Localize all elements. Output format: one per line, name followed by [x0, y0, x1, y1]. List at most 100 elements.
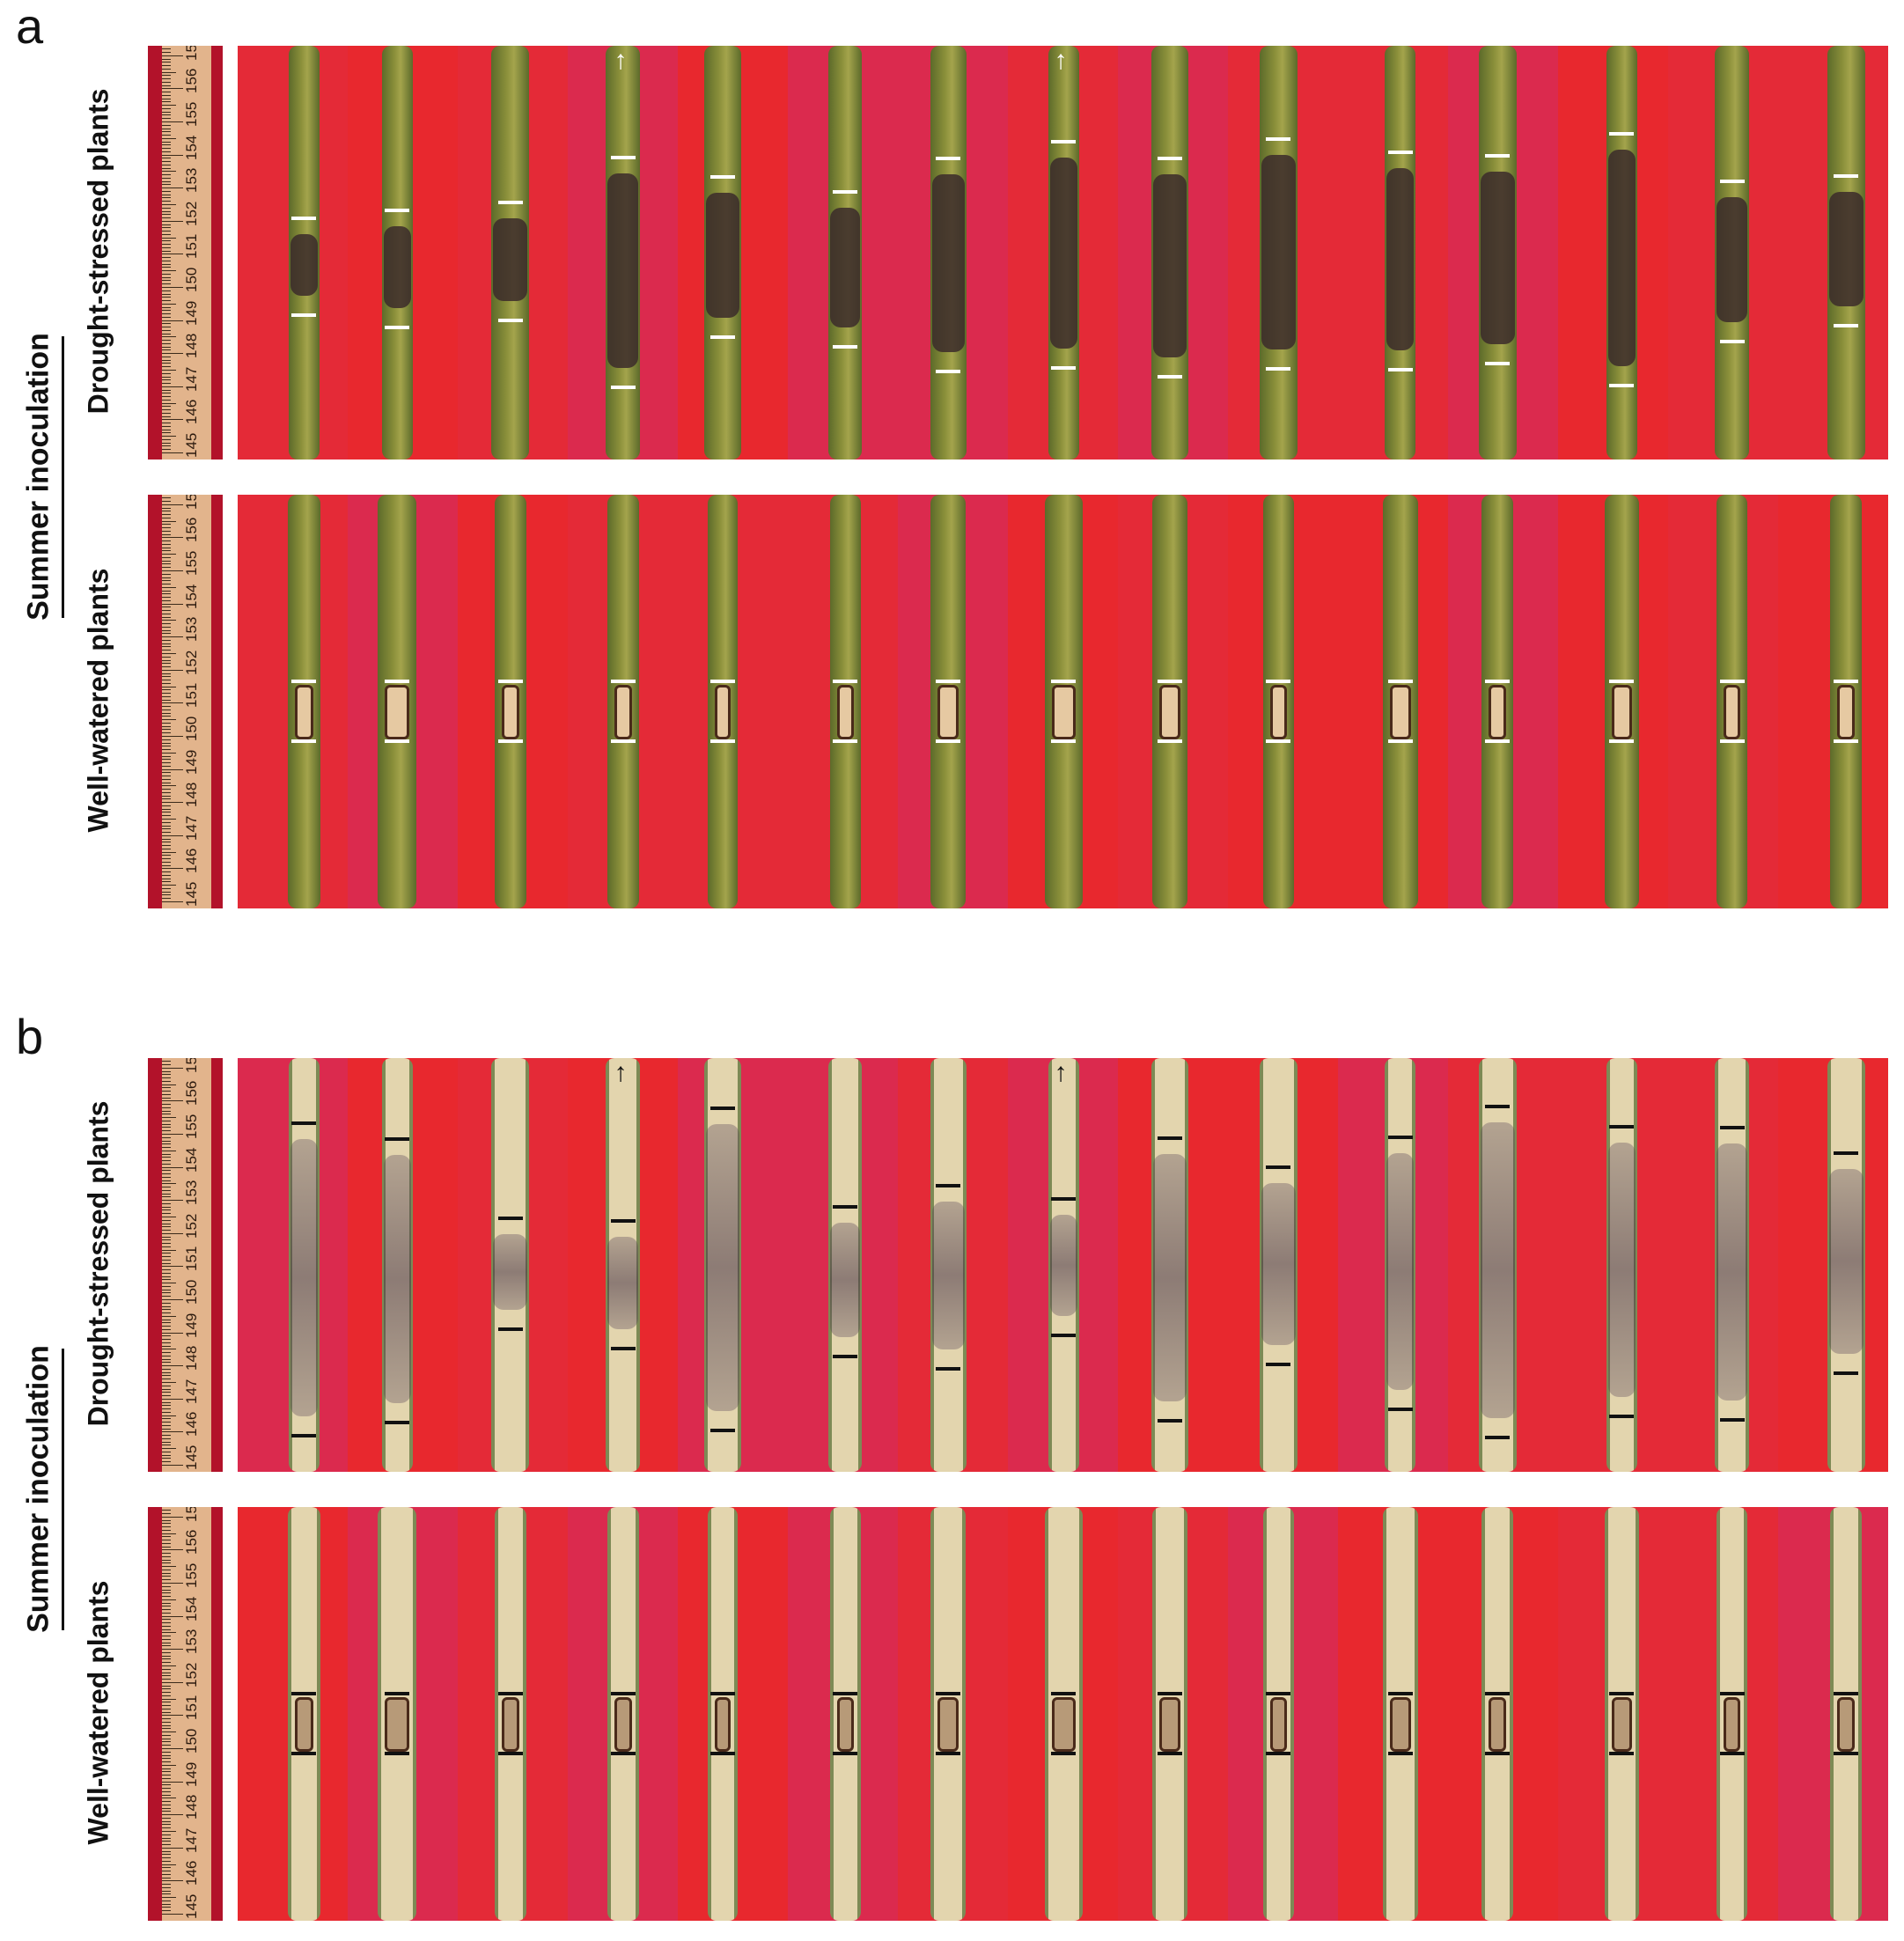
- lesion-boundary-mark: [1834, 1752, 1859, 1756]
- lesion-boundary-mark: [1051, 1333, 1077, 1337]
- stem: [1478, 46, 1517, 460]
- ruler-tick: [162, 656, 171, 658]
- ruler-tick: [162, 650, 171, 651]
- ruler-tick: [162, 1200, 183, 1202]
- ruler-tick: [162, 333, 171, 335]
- ruler-tick: [162, 570, 183, 571]
- lesion-boundary-mark: [1485, 1752, 1511, 1756]
- ruler-tick: [162, 851, 176, 853]
- ruler-tick: [162, 821, 171, 823]
- ruler-tick: [162, 1526, 171, 1528]
- ruler-tick: [162, 1745, 171, 1746]
- ruler-tick: [162, 94, 171, 96]
- stem: [1606, 46, 1637, 460]
- inoculation-wound: [1389, 1697, 1411, 1753]
- lesion-boundary-mark: [1609, 383, 1635, 387]
- ruler-tick: [162, 1093, 171, 1095]
- lesion-boundary-mark: [1158, 1752, 1183, 1756]
- ruler-number: 154: [183, 1147, 200, 1173]
- ruler-tick: [162, 1711, 171, 1713]
- ruler-tick: [162, 1080, 171, 1082]
- ruler-tick: [162, 1807, 171, 1809]
- ruler-tick: [162, 1189, 171, 1191]
- ruler-tick: [162, 1837, 171, 1839]
- ruler-tick: [162, 1897, 176, 1899]
- ruler-tick: [162, 1847, 183, 1849]
- ruler-tick: [162, 1764, 176, 1766]
- ruler-tick: [162, 722, 171, 724]
- ruler-tick: [162, 1536, 171, 1538]
- ruler-tick: [162, 118, 171, 120]
- inoculation-wound: [1611, 685, 1632, 740]
- ruler-tick: [162, 1117, 176, 1119]
- ruler-tick: [162, 1437, 171, 1439]
- ruler-number: 149: [183, 749, 200, 775]
- ruler-tick: [162, 1741, 171, 1743]
- ruler-tick: [162, 805, 171, 806]
- ruler-tick: [162, 1513, 171, 1515]
- ruler-tick: [162, 1219, 171, 1221]
- ruler-tick: [162, 765, 171, 767]
- ruler-tick: [162, 563, 171, 565]
- ruler-tick: [162, 1788, 171, 1790]
- ruler-number: 156: [183, 518, 200, 543]
- specimen-cell: [1118, 495, 1229, 908]
- lesion-boundary-mark: [936, 739, 961, 744]
- lesion-boundary-mark: [1158, 1692, 1183, 1696]
- stem: [1604, 495, 1639, 908]
- ruler-tick: [162, 1256, 171, 1258]
- ruler-tick: [162, 386, 183, 387]
- lesion-boundary-mark: [833, 189, 858, 194]
- lesion-boundary-mark: [1485, 739, 1511, 744]
- ruler-tick: [162, 584, 171, 585]
- ruler-tick: [162, 1748, 183, 1749]
- lesion-boundary-mark: [1719, 1126, 1745, 1130]
- ruler-tick: [162, 135, 171, 136]
- ruler-tick: [162, 702, 183, 704]
- lesion: [1261, 154, 1296, 349]
- ruler-tick: [162, 636, 183, 638]
- lesion-boundary-mark: [1485, 680, 1511, 684]
- ruler: 145 146 147 148 149 150 151 152 153 154 155 156 157: [148, 495, 223, 908]
- ruler-tick: [162, 412, 171, 414]
- group-label: Summer inoculation: [21, 1345, 55, 1633]
- ruler-tick: [162, 1559, 171, 1561]
- ruler-number: 145: [183, 1893, 200, 1919]
- ruler-tick: [162, 233, 171, 235]
- ruler-tick: [162, 599, 171, 601]
- ruler-tick: [162, 1375, 171, 1377]
- inoculation-wound: [1051, 1697, 1076, 1753]
- ruler-tick: [162, 808, 171, 810]
- ruler-tick: [162, 273, 171, 275]
- stem: [491, 46, 530, 460]
- lesion: [931, 1201, 965, 1349]
- ruler-tick: [162, 1342, 171, 1343]
- ruler-tick: [162, 402, 176, 404]
- stem: [1382, 495, 1418, 908]
- ruler-tick: [162, 280, 171, 282]
- lesion-boundary-mark: [1834, 173, 1859, 178]
- lesion-boundary-mark: [1266, 1692, 1291, 1696]
- ruler-tick: [162, 653, 176, 654]
- specimen-cell: [238, 1058, 349, 1472]
- lesion-boundary-mark: [1719, 739, 1745, 744]
- specimen-cell: [348, 495, 459, 908]
- ruler-tick: [162, 1599, 176, 1600]
- ruler-number: 148: [183, 782, 200, 808]
- ruler-tick: [162, 1064, 171, 1066]
- lesion-boundary-mark: [709, 1106, 735, 1110]
- ruler-tick: [162, 1585, 171, 1587]
- ruler-tick: [162, 1910, 171, 1912]
- ruler-tick: [162, 270, 176, 272]
- ruler-number: 150: [183, 267, 200, 292]
- lesion-boundary-mark: [497, 1752, 523, 1756]
- inoculation-wound: [714, 685, 731, 740]
- specimen-cell: [788, 1058, 899, 1472]
- ruler-tick: [162, 1136, 171, 1138]
- ruler-tick: [162, 1173, 171, 1175]
- ruler-tick: [162, 436, 176, 437]
- lesion-boundary-mark: [1609, 1415, 1635, 1419]
- stem: [1830, 1507, 1863, 1921]
- ruler-number: 150: [183, 1728, 200, 1754]
- specimen-cell: [1558, 1507, 1669, 1921]
